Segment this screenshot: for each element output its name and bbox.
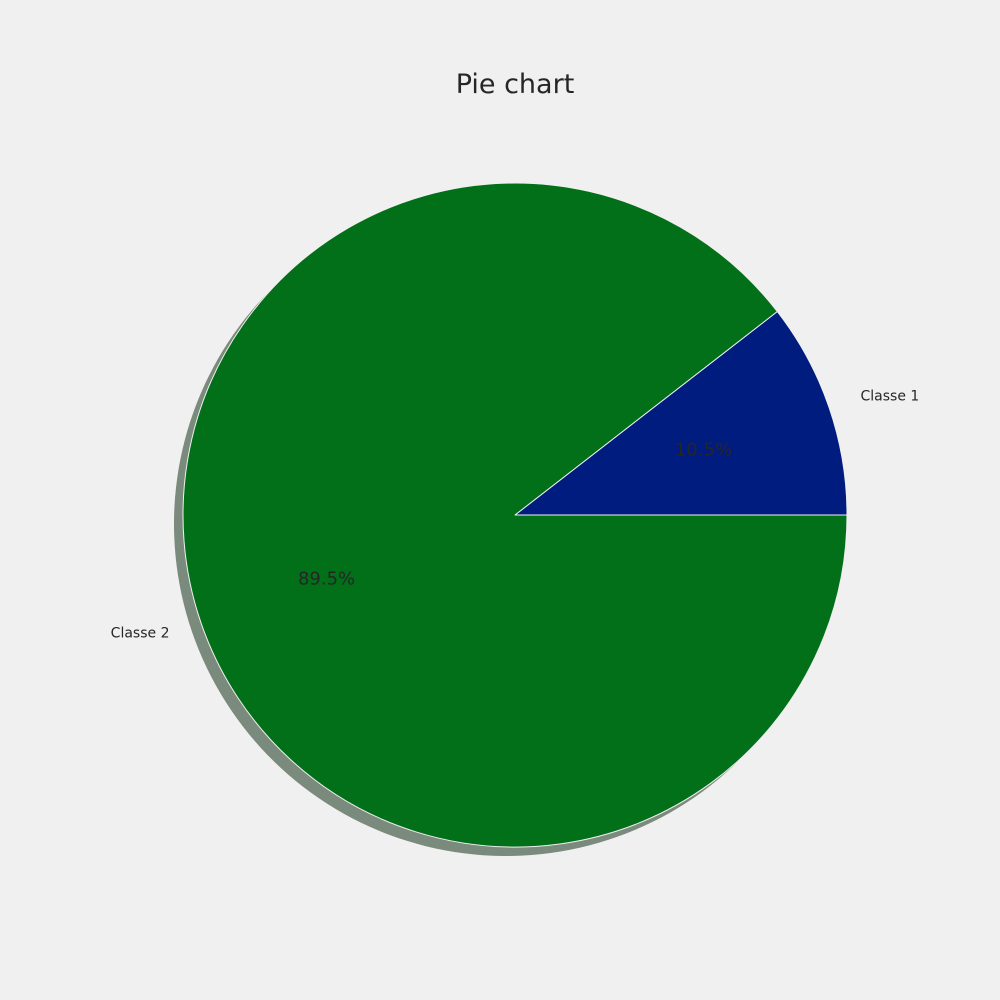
pie-slice-layer bbox=[182, 182, 848, 848]
percent-label-classe-2: 89.5% bbox=[298, 569, 355, 590]
slice-label-classe-2: Classe 2 bbox=[111, 625, 170, 641]
pie-slice-classe-2 bbox=[182, 182, 848, 848]
pie-label-layer: Classe 1 10.5% Classe 2 89.5% bbox=[111, 389, 920, 642]
slice-label-classe-1: Classe 1 bbox=[861, 389, 920, 405]
pie-slice-classe-1 bbox=[514, 311, 848, 516]
chart-title: Pie chart bbox=[456, 69, 575, 100]
percent-label-classe-1: 10.5% bbox=[675, 439, 732, 460]
